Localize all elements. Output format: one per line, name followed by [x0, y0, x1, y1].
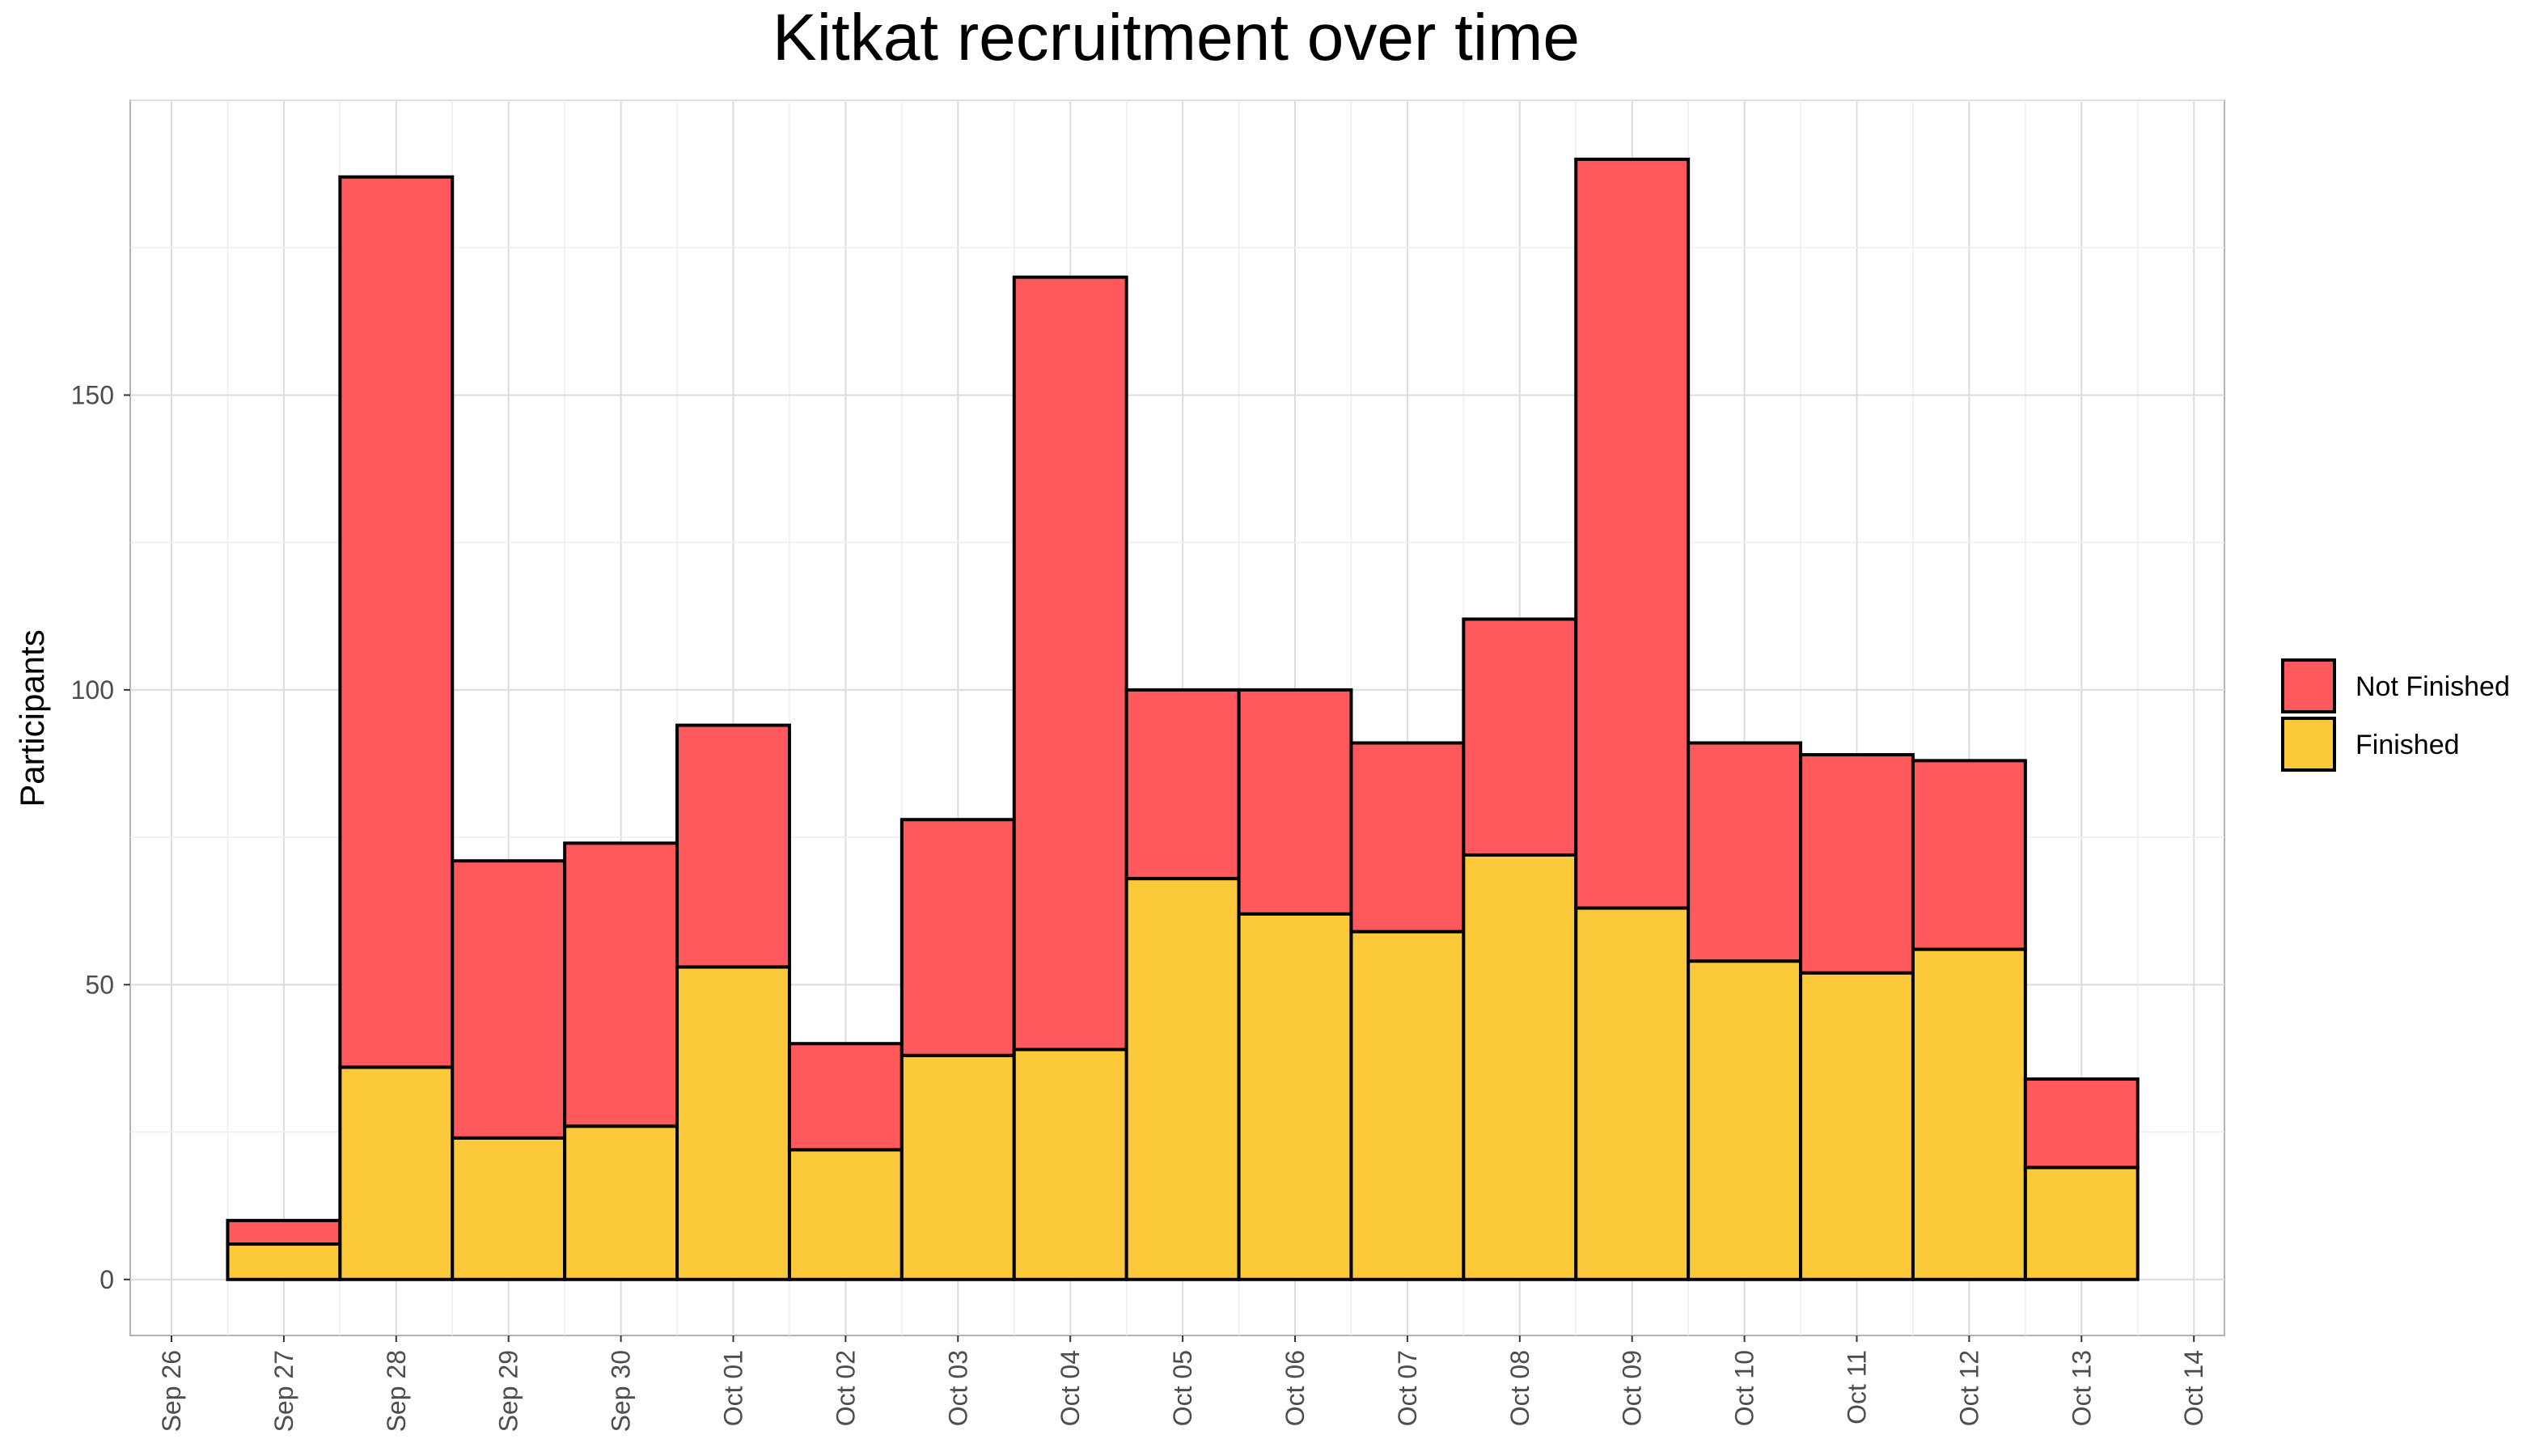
bar-not-finished-oct-09: [1574, 157, 1691, 910]
bar-finished-oct-05: [1124, 877, 1241, 1281]
bar-finished-oct-08: [1462, 853, 1578, 1281]
x-tick-label: Oct 06: [1280, 1350, 1310, 1426]
bar-not-finished-oct-11: [1799, 753, 1915, 975]
y-axis-label: Participants: [13, 629, 51, 806]
bar-not-finished-oct-06: [1237, 688, 1353, 916]
bar-finished-oct-04: [1012, 1048, 1128, 1281]
x-tick-label: Oct 05: [1168, 1350, 1197, 1426]
bar-not-finished-sep-28: [338, 175, 455, 1069]
chart-title: Kitkat recruitment over time: [772, 1, 1580, 74]
x-tick-label: Oct 02: [831, 1350, 860, 1426]
x-tick-label: Oct 09: [1618, 1350, 1647, 1426]
legend: Not Finished Finished: [2281, 658, 2510, 772]
bar-finished-sep-29: [451, 1136, 567, 1281]
bar-finished-oct-09: [1574, 906, 1691, 1281]
bar-not-finished-oct-13: [2023, 1077, 2140, 1170]
legend-label: Finished: [2355, 730, 2460, 760]
bar-finished-sep-30: [563, 1124, 679, 1281]
bar-finished-oct-13: [2023, 1166, 2140, 1281]
x-tick-label: Oct 04: [1056, 1350, 1085, 1426]
x-tick-label: Sep 27: [269, 1350, 298, 1432]
x-tick-label: Oct 14: [2179, 1350, 2208, 1426]
y-tick-label: 150: [71, 380, 114, 409]
x-tick-label: Sep 29: [494, 1350, 523, 1432]
bar-finished-oct-10: [1687, 959, 1803, 1281]
bar-not-finished-sep-30: [563, 841, 679, 1128]
x-axis-ticks: Sep 26 Sep 27 Sep 28 Sep 29 Sep 30 Oct 01 Oct …: [157, 1335, 2208, 1432]
bar-finished-oct-02: [787, 1148, 904, 1281]
bar-not-finished-oct-07: [1349, 741, 1466, 933]
x-tick-label: Oct 01: [719, 1350, 748, 1426]
bar-finished-oct-03: [899, 1053, 1016, 1281]
x-tick-label: Oct 11: [1843, 1350, 1872, 1424]
bar-not-finished-oct-10: [1687, 741, 1803, 963]
legend-label: Not Finished: [2355, 671, 2510, 702]
bar-finished-oct-06: [1237, 912, 1353, 1281]
bar-finished-sep-28: [338, 1065, 455, 1281]
bar-finished-oct-01: [675, 965, 791, 1281]
bars: [226, 157, 2140, 1281]
bar-not-finished-oct-03: [899, 818, 1016, 1057]
y-tick-label: 100: [71, 675, 114, 705]
x-tick-label: Oct 07: [1393, 1350, 1422, 1426]
bar-finished-sep-27: [226, 1242, 342, 1281]
bar-not-finished-oct-02: [787, 1042, 904, 1152]
x-tick-label: Oct 03: [943, 1350, 972, 1426]
legend-key-finished: [2281, 717, 2336, 772]
x-tick-label: Oct 10: [1730, 1350, 1759, 1426]
bar-not-finished-sep-29: [451, 859, 567, 1140]
legend-key-not-finished: [2281, 658, 2336, 713]
bar-not-finished-oct-05: [1124, 688, 1241, 881]
bar-finished-oct-07: [1349, 929, 1466, 1281]
bar-finished-oct-11: [1799, 971, 1915, 1281]
bar-not-finished-sep-27: [226, 1218, 342, 1246]
x-tick-label: Sep 30: [607, 1350, 636, 1432]
x-tick-label: Oct 13: [2067, 1350, 2096, 1426]
y-axis-ticks: 0 50 100 150: [71, 380, 130, 1294]
x-tick-label: Sep 28: [382, 1350, 411, 1432]
bar-not-finished-oct-04: [1012, 275, 1128, 1052]
x-tick-label: Sep 26: [157, 1350, 186, 1432]
bar-finished-oct-12: [1911, 947, 2027, 1281]
x-tick-label: Oct 08: [1505, 1350, 1534, 1426]
bar-not-finished-oct-12: [1911, 759, 2027, 951]
y-tick-label: 50: [85, 970, 114, 999]
bar-not-finished-oct-01: [675, 723, 791, 969]
bar-not-finished-oct-08: [1462, 617, 1578, 857]
y-tick-label: 0: [99, 1265, 114, 1294]
x-tick-label: Oct 12: [1954, 1350, 1983, 1426]
